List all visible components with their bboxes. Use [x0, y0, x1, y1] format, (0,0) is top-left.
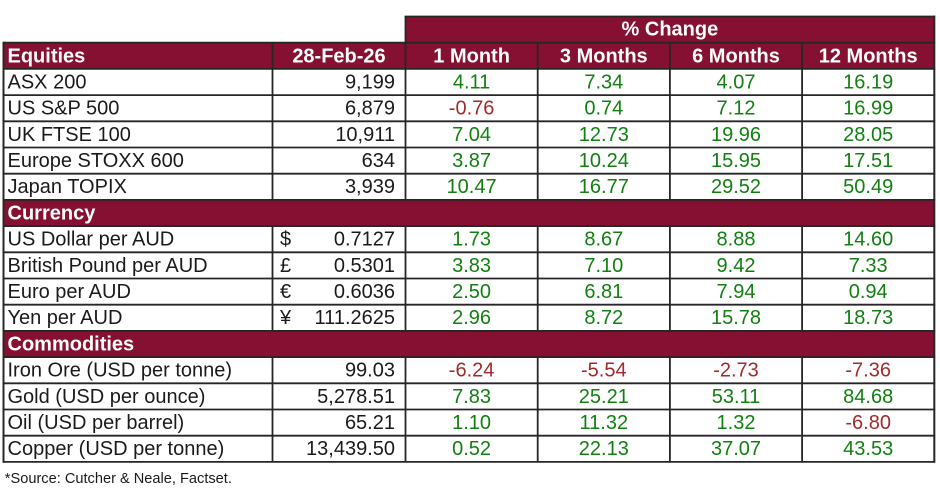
svg-text:13,439.50: 13,439.50	[306, 438, 395, 460]
svg-text:0.74: 0.74	[584, 98, 623, 120]
svg-text:3.87: 3.87	[452, 150, 491, 172]
svg-text:Iron Ore (USD per tonne): Iron Ore (USD per tonne)	[8, 360, 233, 382]
svg-text:10,911: 10,911	[335, 124, 395, 146]
svg-text:12 Months: 12 Months	[819, 45, 918, 67]
svg-text:7.83: 7.83	[452, 386, 491, 408]
svg-text:Commodities: Commodities	[8, 334, 135, 356]
svg-text:7.10: 7.10	[584, 255, 623, 277]
svg-text:1.10: 1.10	[452, 412, 491, 434]
svg-text:9.42: 9.42	[717, 255, 756, 277]
svg-text:16.99: 16.99	[843, 98, 893, 120]
svg-text:15.78: 15.78	[711, 307, 761, 329]
svg-text:0.6036: 0.6036	[334, 281, 395, 303]
svg-text:British Pound per AUD: British Pound per AUD	[8, 255, 208, 277]
svg-text:1.73: 1.73	[452, 229, 491, 251]
svg-text:7.12: 7.12	[717, 98, 756, 120]
svg-text:US Dollar per AUD: US Dollar per AUD	[8, 229, 175, 251]
svg-text:10.47: 10.47	[447, 176, 497, 198]
svg-text:Gold (USD per ounce): Gold (USD per ounce)	[8, 386, 206, 408]
svg-text:6 Months: 6 Months	[692, 45, 780, 67]
svg-text:Copper (USD per tonne): Copper (USD per tonne)	[8, 438, 225, 460]
svg-text:2.96: 2.96	[452, 307, 491, 329]
svg-text:4.07: 4.07	[717, 71, 756, 93]
svg-text:10.24: 10.24	[579, 150, 629, 172]
svg-text:$: $	[280, 229, 291, 251]
svg-text:-6.80: -6.80	[845, 412, 891, 434]
svg-text:16.19: 16.19	[843, 71, 893, 93]
svg-text:8.88: 8.88	[717, 229, 756, 251]
svg-text:53.11: 53.11	[712, 386, 761, 408]
svg-text:Oil (USD per barrel): Oil (USD per barrel)	[8, 412, 185, 434]
svg-text:£: £	[280, 255, 291, 277]
svg-text:Currency: Currency	[8, 203, 97, 225]
svg-text:3.83: 3.83	[452, 255, 491, 277]
svg-text:0.94: 0.94	[849, 281, 888, 303]
svg-text:Euro per AUD: Euro per AUD	[8, 281, 131, 303]
svg-text:7.04: 7.04	[452, 124, 491, 146]
svg-text:*Source: Cutcher & Neale, Fact: *Source: Cutcher & Neale, Factset.	[5, 471, 232, 487]
svg-text:1.32: 1.32	[717, 412, 756, 434]
svg-text:4.11: 4.11	[453, 71, 490, 93]
svg-text:0.52: 0.52	[452, 438, 491, 460]
svg-text:ASX 200: ASX 200	[8, 71, 87, 93]
svg-text:11.32: 11.32	[580, 412, 629, 434]
svg-text:-2.73: -2.73	[713, 360, 759, 382]
svg-text:7.34: 7.34	[584, 71, 623, 93]
svg-text:8.72: 8.72	[584, 307, 623, 329]
svg-text:7.33: 7.33	[849, 255, 888, 277]
svg-text:Yen per AUD: Yen per AUD	[8, 307, 123, 329]
svg-text:111.2625: 111.2625	[315, 307, 395, 329]
svg-text:7.94: 7.94	[717, 281, 756, 303]
svg-text:16.77: 16.77	[579, 176, 629, 198]
svg-text:8.67: 8.67	[584, 229, 623, 251]
svg-text:UK FTSE 100: UK FTSE 100	[8, 124, 131, 146]
svg-text:3 Months: 3 Months	[560, 45, 648, 67]
svg-text:634: 634	[362, 150, 395, 172]
svg-text:-7.36: -7.36	[845, 360, 891, 382]
svg-text:43.53: 43.53	[843, 438, 893, 460]
svg-text:0.7127: 0.7127	[334, 229, 395, 251]
svg-text:6.81: 6.81	[584, 281, 623, 303]
svg-text:6,879: 6,879	[345, 98, 395, 120]
svg-text:84.68: 84.68	[843, 386, 893, 408]
svg-text:¥: ¥	[279, 307, 292, 329]
svg-text:3,939: 3,939	[345, 176, 395, 198]
svg-text:US S&P 500: US S&P 500	[8, 98, 120, 120]
svg-text:14.60: 14.60	[843, 229, 893, 251]
svg-text:-0.76: -0.76	[449, 98, 495, 120]
svg-text:29.52: 29.52	[711, 176, 761, 198]
svg-text:1 Month: 1 Month	[433, 45, 510, 67]
svg-text:0.5301: 0.5301	[334, 255, 395, 277]
svg-text:2.50: 2.50	[452, 281, 491, 303]
svg-text:99.03: 99.03	[345, 360, 395, 382]
svg-text:€: €	[280, 281, 291, 303]
svg-text:50.49: 50.49	[843, 176, 893, 198]
svg-text:22.13: 22.13	[579, 438, 629, 460]
svg-text:12.73: 12.73	[579, 124, 629, 146]
svg-text:28.05: 28.05	[843, 124, 893, 146]
svg-text:Equities: Equities	[8, 45, 86, 67]
svg-text:65.21: 65.21	[345, 412, 395, 434]
svg-text:9,199: 9,199	[345, 71, 395, 93]
svg-text:18.73: 18.73	[843, 307, 893, 329]
svg-text:37.07: 37.07	[711, 438, 761, 460]
svg-text:% Change: % Change	[622, 18, 719, 40]
svg-text:5,278.51: 5,278.51	[317, 386, 395, 408]
svg-text:-5.54: -5.54	[581, 360, 627, 382]
svg-text:Japan TOPIX: Japan TOPIX	[8, 176, 127, 198]
svg-text:28-Feb-26: 28-Feb-26	[292, 45, 385, 67]
svg-text:25.21: 25.21	[579, 386, 629, 408]
svg-text:Europe STOXX 600: Europe STOXX 600	[8, 150, 184, 172]
svg-text:-6.24: -6.24	[449, 360, 495, 382]
svg-text:15.95: 15.95	[711, 150, 761, 172]
svg-text:19.96: 19.96	[711, 124, 761, 146]
svg-text:17.51: 17.51	[843, 150, 893, 172]
